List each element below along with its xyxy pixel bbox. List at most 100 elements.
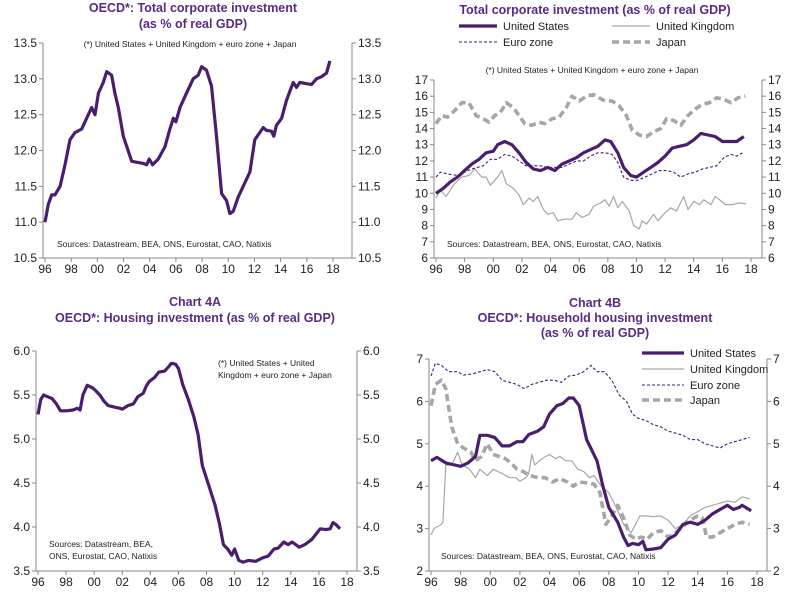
x-tick-label: 02 <box>116 575 130 589</box>
y-tick-label-right: 12 <box>768 154 782 168</box>
y-tick-label: 16 <box>415 89 429 103</box>
x-tick-label: 02 <box>117 262 131 276</box>
y-tick-label: 6 <box>416 394 423 408</box>
y-tick-label: 4.0 <box>13 520 30 534</box>
y-tick-label-right: 7 <box>773 352 780 366</box>
x-tick-label: 12 <box>256 575 270 589</box>
x-tick-label: 00 <box>484 575 498 589</box>
y-tick-label: 5.0 <box>13 432 30 446</box>
y-tick-label-right: 5.5 <box>363 388 380 402</box>
x-tick-label: 18 <box>750 575 764 589</box>
x-tick-label: 16 <box>312 575 326 589</box>
y-tick-label-right: 4.0 <box>363 520 380 534</box>
y-tick-label: 3 <box>416 522 423 536</box>
chart-note: (*) United States + United Kingdom + eur… <box>486 65 699 75</box>
y-tick-label-right: 17 <box>768 73 782 87</box>
y-tick-label-right: 5.0 <box>363 432 380 446</box>
x-tick-label: 06 <box>573 262 587 276</box>
x-tick-label: 96 <box>38 262 52 276</box>
y-tick-label-right: 13 <box>768 138 782 152</box>
y-tick-label-right: 14 <box>768 122 782 136</box>
series-line-euro-zone <box>430 362 750 449</box>
y-tick-label-right: 16 <box>768 89 782 103</box>
x-tick-label: 12 <box>658 262 672 276</box>
x-tick-label: 10 <box>228 575 242 589</box>
y-tick-label: 13.5 <box>14 36 38 50</box>
x-tick-label: 12 <box>248 262 262 276</box>
y-tick-label: 5.5 <box>13 388 30 402</box>
y-tick-label: 11.0 <box>15 215 38 229</box>
y-tick-label: 14 <box>415 122 429 136</box>
x-tick-label: 06 <box>169 262 183 276</box>
series-line-united-kingdom <box>435 168 747 230</box>
x-tick-label: 00 <box>487 262 501 276</box>
y-tick-label-right: 12.5 <box>358 108 382 122</box>
legend-label: United States <box>690 348 757 360</box>
sources-note: Sources: Datastream, BEA, ONS, Eurostat,… <box>441 551 655 561</box>
sources-note: Sources: Datastream, BEA, <box>49 539 153 549</box>
x-tick-label: 14 <box>284 575 298 589</box>
series-line-us <box>36 361 342 564</box>
y-tick-label: 10 <box>415 186 429 200</box>
series-line-japan <box>429 378 751 541</box>
y-tick-label: 6 <box>421 251 428 265</box>
x-tick-label: 04 <box>144 575 158 589</box>
y-tick-label: 3.5 <box>13 564 30 578</box>
y-tick-label-right: 6 <box>773 394 780 408</box>
y-tick-label-right: 6 <box>768 251 775 265</box>
y-tick-label: 2 <box>416 564 423 578</box>
y-tick-label-right: 13.0 <box>358 72 382 86</box>
y-tick-label: 10.5 <box>14 251 38 265</box>
legend-label: Japan <box>656 37 686 49</box>
x-tick-label: 10 <box>632 575 646 589</box>
x-tick-label: 08 <box>602 575 616 589</box>
y-tick-label: 6.0 <box>13 344 30 358</box>
x-tick-label: 00 <box>91 262 105 276</box>
y-tick-label-right: 13.5 <box>358 36 382 50</box>
x-tick-label: 98 <box>65 262 79 276</box>
x-tick-label: 06 <box>573 575 587 589</box>
y-tick-label: 13 <box>415 138 429 152</box>
legend-label: United Kingdom <box>690 364 768 376</box>
y-tick-label-right: 10.5 <box>358 251 382 265</box>
y-tick-label-right: 10 <box>768 186 782 200</box>
x-tick-label: 12 <box>661 575 675 589</box>
x-tick-label: 08 <box>200 575 214 589</box>
y-tick-label: 13.0 <box>14 72 38 86</box>
y-tick-label: 12.0 <box>14 144 38 158</box>
x-tick-label: 02 <box>515 262 529 276</box>
series-line-euro-zone <box>435 152 743 181</box>
legend-label: United States <box>503 21 570 33</box>
y-tick-label: 9 <box>421 202 428 216</box>
x-tick-label: 16 <box>300 262 314 276</box>
y-tick-label: 4.5 <box>13 476 30 490</box>
x-tick-label: 04 <box>544 262 558 276</box>
chart-1: OECD*: Total corporate investment (as % o… <box>14 1 382 276</box>
x-tick-label: 98 <box>454 575 468 589</box>
y-tick-label-right: 3 <box>773 522 780 536</box>
y-tick-label: 12.5 <box>14 108 38 122</box>
sources-note: Sources: Datastream, BEA, ONS, Eurostat,… <box>57 239 271 249</box>
x-tick-label: 18 <box>326 262 340 276</box>
y-tick-label: 7 <box>421 235 428 249</box>
y-tick-label: 7 <box>416 352 423 366</box>
y-tick-label: 5 <box>416 437 423 451</box>
chart-title: Total corporate investment (as % of real… <box>459 3 730 17</box>
x-tick-label: 18 <box>744 262 758 276</box>
y-tick-label-right: 6.0 <box>363 344 380 358</box>
chart-2: Total corporate investment (as % of real… <box>415 3 782 276</box>
x-tick-label: 10 <box>222 262 236 276</box>
series-line-us <box>43 60 332 223</box>
y-tick-label: 11 <box>416 170 429 184</box>
x-tick-label: 16 <box>716 262 730 276</box>
series-line-japan <box>434 92 746 139</box>
y-tick-label-right: 4 <box>773 479 780 493</box>
y-tick-label-right: 3.5 <box>363 564 380 578</box>
legend-label: United Kingdom <box>656 21 734 33</box>
y-tick-label: 12 <box>415 154 429 168</box>
series-line-united-states <box>430 396 752 552</box>
legend-label: Euro zone <box>503 37 553 49</box>
y-tick-label-right: 4.5 <box>363 476 380 490</box>
x-tick-label: 18 <box>340 575 354 589</box>
